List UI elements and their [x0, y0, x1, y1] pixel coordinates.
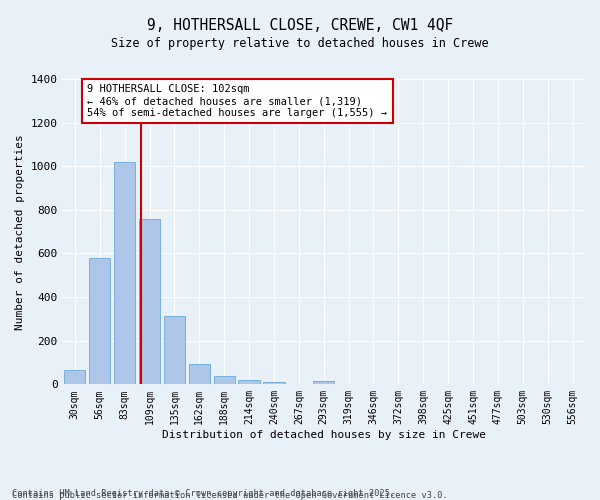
- Text: 9 HOTHERSALL CLOSE: 102sqm
← 46% of detached houses are smaller (1,319)
54% of s: 9 HOTHERSALL CLOSE: 102sqm ← 46% of deta…: [88, 84, 388, 117]
- Bar: [64, 370, 85, 384]
- Bar: [189, 364, 210, 384]
- Bar: [214, 376, 235, 384]
- Bar: [263, 382, 284, 384]
- Bar: [114, 162, 135, 384]
- Text: 9, HOTHERSALL CLOSE, CREWE, CW1 4QF: 9, HOTHERSALL CLOSE, CREWE, CW1 4QF: [147, 18, 453, 32]
- Text: Contains public sector information licensed under the Open Government Licence v3: Contains public sector information licen…: [12, 491, 448, 500]
- X-axis label: Distribution of detached houses by size in Crewe: Distribution of detached houses by size …: [162, 430, 486, 440]
- Text: Size of property relative to detached houses in Crewe: Size of property relative to detached ho…: [111, 38, 489, 51]
- Bar: [89, 258, 110, 384]
- Bar: [238, 380, 260, 384]
- Bar: [164, 316, 185, 384]
- Y-axis label: Number of detached properties: Number of detached properties: [15, 134, 25, 330]
- Bar: [313, 381, 334, 384]
- Bar: [139, 218, 160, 384]
- Text: Contains HM Land Registry data © Crown copyright and database right 2025.: Contains HM Land Registry data © Crown c…: [12, 488, 395, 498]
